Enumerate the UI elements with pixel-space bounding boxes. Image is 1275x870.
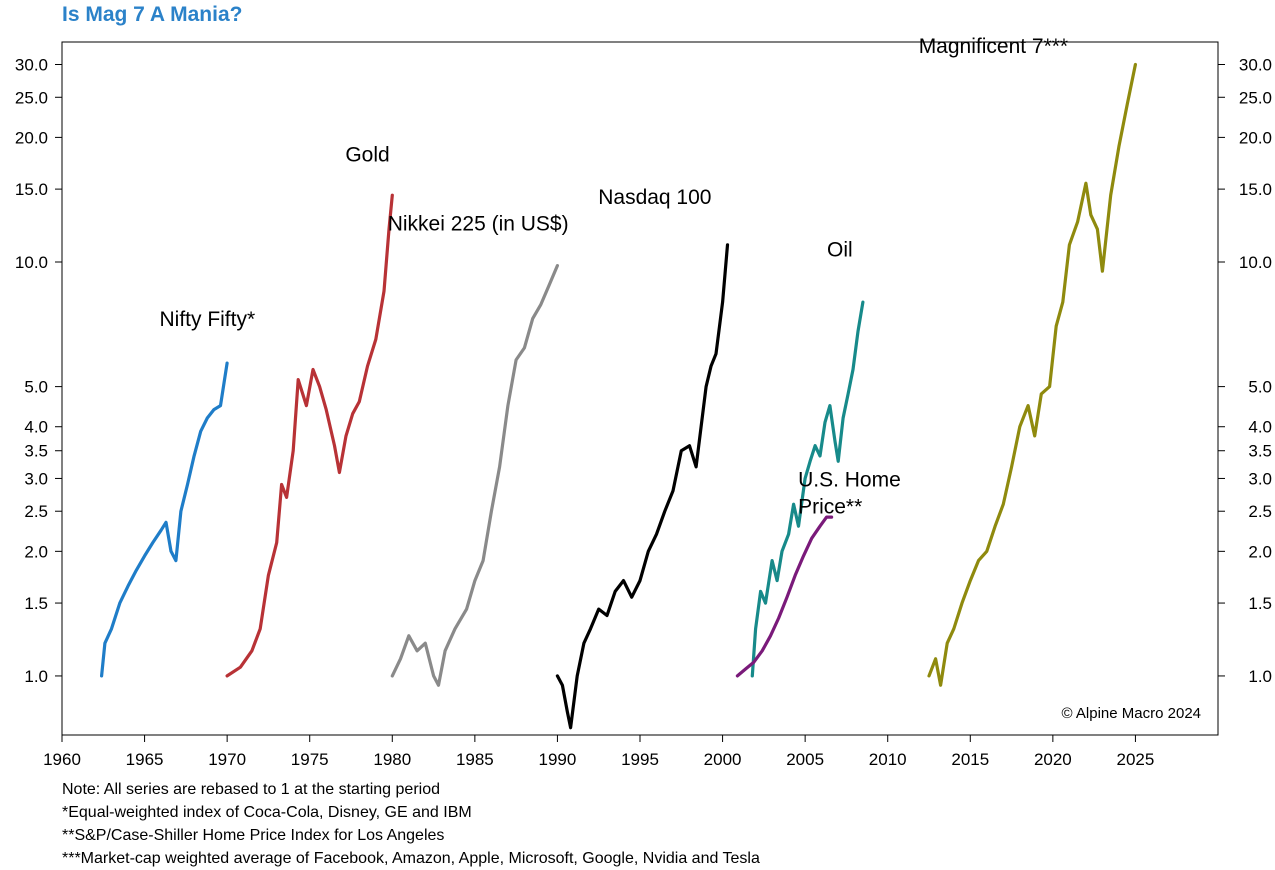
- y-tick-label-left: 20.0: [15, 128, 48, 147]
- y-tick-label-left: 15.0: [15, 180, 48, 199]
- series-line-nifty-fifty: [99, 361, 229, 678]
- series-label-gold: Gold: [345, 143, 389, 166]
- series-label-oil: Oil: [827, 239, 853, 262]
- series-line-nasdaq-100: [555, 243, 730, 730]
- plot-frame: [61, 41, 1219, 736]
- y-tick-label-left: 1.5: [24, 594, 48, 613]
- x-tick-label: 2025: [1117, 750, 1155, 769]
- x-tick-label: 2015: [951, 750, 989, 769]
- y-tick-label-right: 2.0: [1248, 542, 1272, 561]
- y-tick-label-left: 4.0: [24, 418, 48, 437]
- line-chart: 1960 1965 1970 1975 1980 1985 1990 1995 2000 2005…: [15, 35, 1272, 769]
- y-tick-label-right: 25.0: [1239, 88, 1272, 107]
- y-tick-label-right: 3.0: [1248, 469, 1272, 488]
- x-tick-label: 1965: [126, 750, 164, 769]
- footnote-note: Note: All series are rebased to 1 at the…: [62, 781, 440, 798]
- series-line-u-s-home-price: [735, 515, 834, 678]
- y-tick-label-left: 5.0: [24, 378, 48, 397]
- chart-title: Is Mag 7 A Mania?: [62, 3, 243, 26]
- x-tick-label: 1985: [456, 750, 494, 769]
- footnotes: Note: All series are rebased to 1 at the…: [62, 778, 760, 870]
- x-tick-label: 1975: [291, 750, 329, 769]
- x-tick-label: 1995: [621, 750, 659, 769]
- series-line-gold: [225, 193, 394, 678]
- y-tick-label-left: 30.0: [15, 56, 48, 75]
- y-tick-label-left: 3.0: [24, 469, 48, 488]
- series-label-magnificent-7: Magnificent 7***: [919, 35, 1068, 58]
- x-tick-label: 1970: [208, 750, 246, 769]
- x-tick-label: 2020: [1034, 750, 1072, 769]
- series-label-u-s-home-price: U.S. Home Price**: [798, 468, 901, 518]
- copyright-text: © Alpine Macro 2024: [1062, 705, 1201, 722]
- y-tick-label-right: 30.0: [1239, 56, 1272, 75]
- y-tick-label-right: 10.0: [1239, 253, 1272, 272]
- y-tick-label-right: 2.5: [1248, 502, 1272, 521]
- x-tick-label: 1960: [43, 750, 81, 769]
- footnote-home-price: **S&P/Case-Shiller Home Price Index for …: [62, 827, 445, 844]
- x-tick-label: 2010: [869, 750, 907, 769]
- x-tick-label: 2005: [786, 750, 824, 769]
- y-tick-label-right: 4.0: [1248, 418, 1272, 437]
- y-tick-label-left: 25.0: [15, 88, 48, 107]
- y-tick-label-right: 3.5: [1248, 442, 1272, 461]
- x-tick-label: 2000: [704, 750, 742, 769]
- y-tick-label-right: 1.0: [1248, 667, 1272, 686]
- series-line-nikkei-225-in-us: [390, 264, 560, 687]
- y-tick-label-right: 1.5: [1248, 594, 1272, 613]
- y-tick-label-left: 10.0: [15, 253, 48, 272]
- y-tick-label-right: 15.0: [1239, 180, 1272, 199]
- y-tick-label-left: 2.0: [24, 542, 48, 561]
- series-line-magnificent-7: [927, 62, 1138, 687]
- series-line-oil: [750, 300, 865, 678]
- series-label-nasdaq-100: Nasdaq 100: [598, 186, 711, 209]
- x-tick-label: 1980: [373, 750, 411, 769]
- series-label-nikkei-225-in-us: Nikkei 225 (in US$): [388, 213, 569, 236]
- y-tick-label-right: 5.0: [1248, 378, 1272, 397]
- footnote-nifty: *Equal-weighted index of Coca-Cola, Disn…: [62, 804, 472, 821]
- footnote-mag7: ***Market-cap weighted average of Facebo…: [62, 850, 760, 867]
- series-label-nifty-fifty: Nifty Fifty*: [159, 308, 255, 331]
- y-tick-label-right: 20.0: [1239, 128, 1272, 147]
- y-tick-label-left: 3.5: [24, 442, 48, 461]
- y-tick-label-left: 2.5: [24, 502, 48, 521]
- y-tick-label-left: 1.0: [24, 667, 48, 686]
- x-tick-label: 1990: [539, 750, 577, 769]
